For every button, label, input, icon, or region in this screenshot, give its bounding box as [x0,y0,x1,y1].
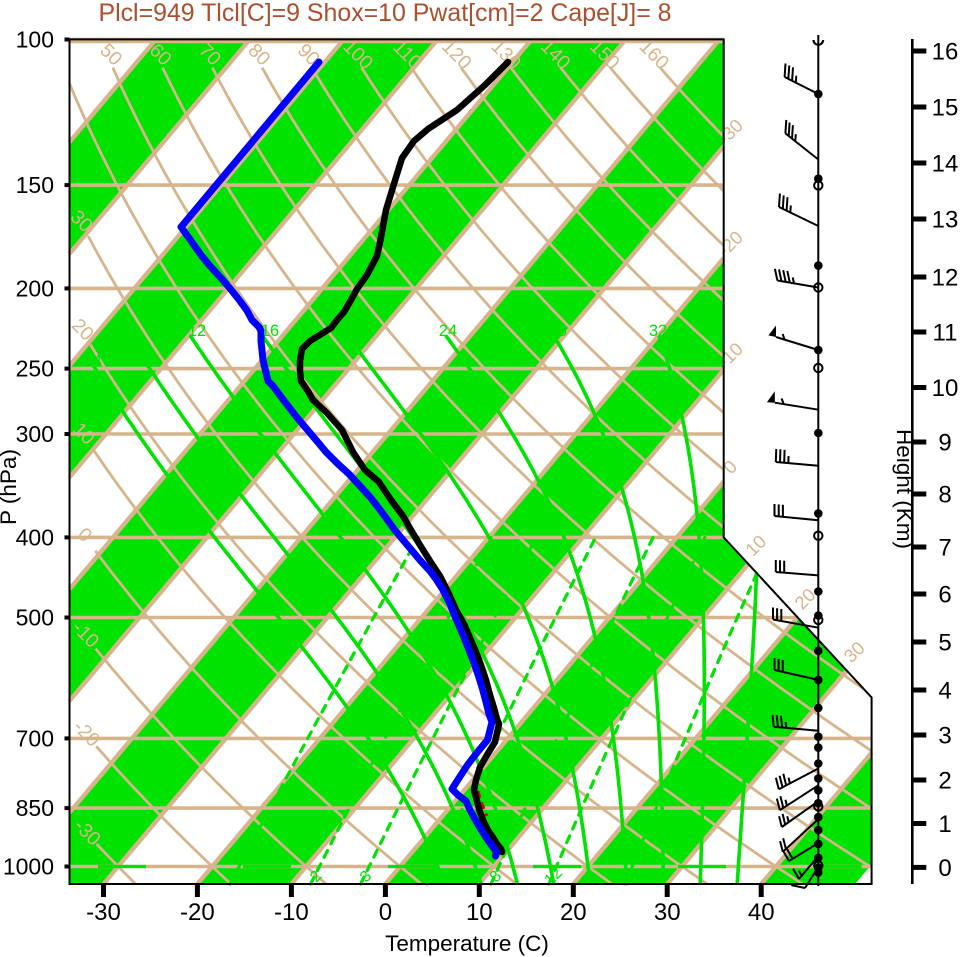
svg-text:Temperature (C): Temperature (C) [385,931,549,956]
svg-text:Plcl=949 Tlcl[C]=9 Shox=10 Pwa: Plcl=949 Tlcl[C]=9 Shox=10 Pwat[cm]=2 Ca… [98,0,671,27]
svg-text:15: 15 [932,95,959,122]
svg-text:4: 4 [93,352,102,370]
svg-text:-30: -30 [86,899,121,926]
svg-text:10: 10 [466,899,493,926]
svg-text:20: 20 [342,322,360,340]
svg-text:850: 850 [16,795,54,821]
svg-text:100: 100 [16,27,54,53]
svg-text:5: 5 [938,630,951,657]
svg-text:30: 30 [654,899,681,926]
svg-text:250: 250 [16,356,54,382]
svg-text:40: 40 [748,899,775,926]
svg-text:28: 28 [549,322,567,340]
svg-text:16: 16 [261,322,279,340]
svg-text:0: 0 [938,855,951,882]
svg-text:300: 300 [16,421,54,447]
svg-text:8: 8 [128,322,137,340]
svg-text:10: 10 [932,375,959,402]
svg-text:700: 700 [16,725,54,751]
svg-text:11: 11 [933,320,958,347]
svg-text:0: 0 [379,899,392,926]
svg-text:2: 2 [938,768,951,795]
svg-text:9: 9 [938,430,951,457]
svg-text:32: 32 [649,322,667,340]
svg-text:12: 12 [188,322,206,340]
svg-text:3: 3 [938,723,951,750]
svg-text:14: 14 [932,151,959,178]
svg-text:24: 24 [439,322,457,340]
svg-text:400: 400 [16,524,54,550]
svg-text:200: 200 [16,275,54,301]
svg-text:150: 150 [16,172,54,198]
svg-text:16: 16 [932,39,959,66]
svg-text:8: 8 [938,482,951,509]
svg-text:-20: -20 [180,899,215,926]
svg-text:-10: -10 [274,899,309,926]
svg-text:7: 7 [938,535,951,562]
svg-text:6: 6 [938,582,951,609]
svg-text:500: 500 [16,605,54,631]
svg-text:13: 13 [932,207,959,234]
svg-text:1000: 1000 [3,854,54,880]
svg-text:1: 1 [938,811,951,838]
svg-text:20: 20 [560,899,587,926]
svg-text:4: 4 [938,678,951,705]
svg-text:P (hPa): P (hPa) [0,449,21,525]
svg-text:12: 12 [932,265,959,292]
svg-text:Height (Km): Height (Km) [892,429,917,549]
